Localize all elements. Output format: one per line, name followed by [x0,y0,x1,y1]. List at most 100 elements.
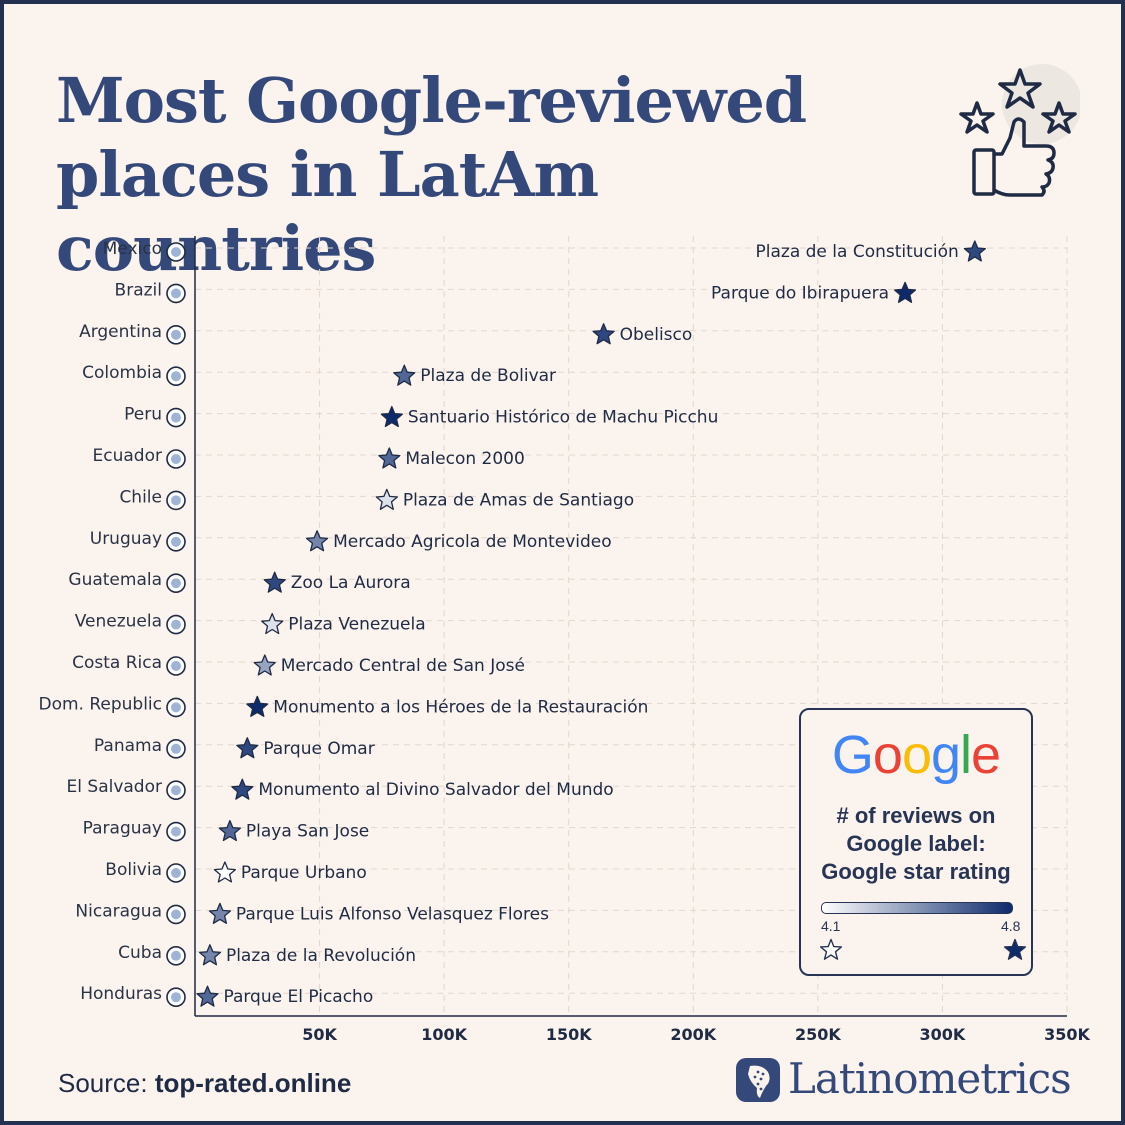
flag-icon-inner [171,495,181,506]
x-tick-label: 250K [795,1025,841,1044]
title-line-1: Most Google-reviewed [56,64,807,137]
flag-icon-inner [171,619,181,630]
data-point-star [893,281,917,303]
source-link: top-rated.online [154,1068,352,1098]
title-line-2: places in LatAm countries [56,138,599,285]
source-note: Source: top-rated.online [58,1068,351,1099]
point-label: Santuario Histórico de Machu Picchu [408,408,719,428]
legend-text: # of reviews on Google label: Google sta… [801,802,1031,886]
google-logo: Google [801,724,1031,786]
flag-icon-inner [171,536,181,547]
legend-min-label: 4.1 [821,918,841,934]
legend-line-3: Google star rating [821,859,1011,884]
flag-icon-inner [171,454,181,464]
point-label: Parque El Picacho [223,987,373,1007]
data-point-star [253,654,276,676]
data-point-star [963,240,986,262]
flag-icon-inner [171,702,181,713]
data-point-star [305,530,329,552]
data-point-star [236,737,259,759]
source-prefix: Source: [58,1068,148,1098]
legend-line-2: Google label: [846,831,986,856]
x-tick-label: 350K [1044,1025,1090,1044]
point-label: Plaza de la Constitución [756,242,959,262]
x-tick-label: 50K [302,1025,337,1044]
data-point-star [263,571,286,593]
flag-icon-inner [171,950,181,961]
data-point-star [261,612,284,635]
point-label: Parque Luis Alfonso Velasquez Flores [236,904,549,924]
country-label: Bolivia [105,860,162,880]
flag-icon-inner [171,329,181,340]
point-label: Playa San Jose [246,822,369,842]
country-label: Panama [94,736,162,756]
data-point-star [246,695,269,717]
google-logo-letter: l [960,725,972,785]
google-logo-letter: G [831,725,874,785]
flag-icon-inner [171,661,181,671]
country-label: Honduras [80,984,162,1004]
data-point-star [213,861,237,883]
point-label: Parque Omar [263,739,374,759]
point-label: Mercado Central de San José [281,656,525,676]
country-label: Peru [124,405,162,425]
star-outline-icon [819,938,843,960]
point-label: Plaza Venezuela [288,615,425,635]
point-label: Plaza de Bolivar [420,366,556,386]
data-point-star [592,323,615,345]
country-label: Cuba [118,943,162,963]
star-filled-icon [1003,938,1027,960]
country-label: Costa Rica [72,653,162,673]
point-label: Parque Urbano [241,863,367,883]
point-label: Plaza de la Revolución [226,946,416,966]
brand: Latinometrics [736,1054,1096,1106]
latam-map-logo-icon [736,1058,780,1102]
flag-icon-inner [171,412,181,423]
data-point-star [380,405,403,428]
brand-name: Latinometrics [788,1054,1072,1103]
data-point-star [231,778,254,800]
country-label: El Salvador [67,777,162,797]
flag-icon-inner [171,826,181,837]
country-label: Uruguay [90,529,162,549]
flag-icon-inner [171,909,181,920]
legend-max-label: 4.8 [1001,918,1021,934]
flag-icon-inner [171,288,181,299]
point-label: Monumento al Divino Salvador del Mundo [258,780,613,800]
data-point-star [198,944,222,966]
flag-icon-inner [171,868,181,878]
point-label: Monumento a los Héroes de la Restauració… [273,697,648,717]
point-label: Parque do Ibirapuera [711,283,889,303]
page-title: Most Google-reviewed places in LatAm cou… [56,64,916,286]
data-point-star [208,902,232,924]
country-label: Ecuador [93,446,162,466]
flag-icon-inner [171,743,181,754]
data-point-star [218,819,241,842]
data-point-star [375,488,398,510]
infographic: Most Google-reviewed places in LatAm cou… [4,4,1121,1121]
point-label: Zoo La Aurora [291,573,411,593]
country-label: Chile [119,487,162,507]
data-point-star [196,985,219,1007]
legend-line-1: # of reviews on [836,803,996,828]
flag-icon-inner [171,371,181,382]
country-label: Guatemala [68,570,162,590]
country-label: Venezuela [75,612,162,632]
country-label: Brazil [115,280,162,300]
thumbs-up-with-stars-icon [959,64,1080,197]
country-label: Paraguay [83,819,162,839]
point-label: Mercado Agricola de Montevideo [333,532,612,552]
country-label: Dom. Republic [38,694,162,714]
flag-icon-inner [171,785,181,796]
legend: Google # of reviews on Google label: Goo… [799,708,1033,976]
flag-icon-inner [171,992,181,1003]
google-logo-letter: e [971,725,1001,785]
google-logo-letter: g [931,725,961,785]
x-tick-label: 200K [670,1025,716,1044]
google-logo-letter: o [901,725,932,785]
point-label: Malecon 2000 [405,449,524,469]
rating-gradient-bar [821,902,1013,914]
point-label: Obelisco [620,325,693,345]
point-label: Plaza de Amas de Santiago [403,490,634,510]
data-point-star [393,364,416,386]
